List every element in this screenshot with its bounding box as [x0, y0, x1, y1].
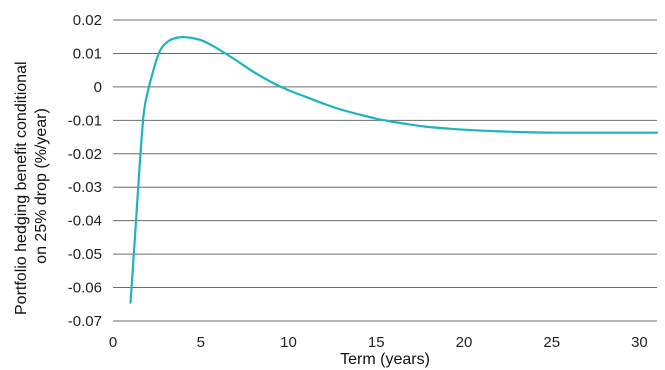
series-line-0	[129, 35, 659, 304]
x-tick-label: 20	[456, 334, 473, 351]
gridlines	[113, 19, 657, 322]
y-tick-label: -0.07	[68, 313, 102, 330]
y-tick-label: -0.06	[68, 280, 102, 297]
y-tick-label: 0	[94, 79, 102, 96]
y-tick-label: 0.02	[73, 12, 102, 29]
x-tick-label: 15	[368, 334, 385, 351]
y-tick-label: -0.04	[68, 213, 102, 230]
y-tick-label: -0.01	[68, 112, 102, 129]
y-tick-labels: 0.02 0.01 0 -0.01 -0.02 -0.03 -0.04 -0.05 -0.06 -…	[68, 12, 102, 330]
x-tick-label: 25	[543, 334, 560, 351]
x-tick-label: 0	[109, 334, 117, 351]
y-tick-label: -0.02	[68, 146, 102, 163]
y-axis-title-line-1: Portfolio hedging benefit conditional	[13, 61, 30, 315]
x-tick-label: 5	[197, 334, 205, 351]
y-tick-label: -0.05	[68, 246, 102, 263]
x-tick-label: 10	[280, 334, 297, 351]
x-tick-label: 30	[631, 334, 648, 351]
y-axis-title: Portfolio hedging benefit conditional on…	[13, 57, 50, 315]
x-tick-labels: 0 5 10 15 20 25 30	[109, 334, 648, 351]
x-axis-title: Term (years)	[340, 351, 430, 368]
series-layer	[129, 35, 659, 304]
y-tick-label: -0.03	[68, 179, 102, 196]
y-axis-title-line-2: on 25% drop (%/year)	[33, 108, 50, 264]
y-tick-label: 0.01	[73, 45, 102, 62]
